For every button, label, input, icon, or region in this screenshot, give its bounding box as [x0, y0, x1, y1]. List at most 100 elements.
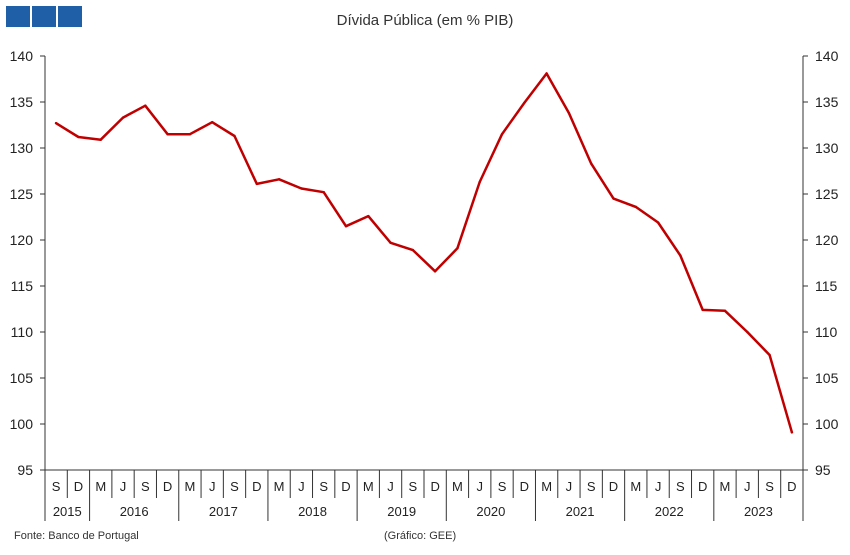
x-category-label: D [252, 479, 261, 494]
x-category-label: S [319, 479, 328, 494]
x-year-label: 2023 [744, 504, 773, 519]
x-category-label: M [363, 479, 374, 494]
data-point [233, 134, 236, 138]
y-tick-label-left: 105 [10, 370, 34, 386]
logo-block-2 [32, 6, 56, 27]
data-point [590, 162, 593, 165]
x-category-label: M [274, 479, 285, 494]
gee-logo [6, 6, 82, 27]
data-point [211, 121, 214, 124]
y-tick-label-right: 110 [815, 324, 838, 340]
data-point [567, 111, 571, 115]
data-point [656, 221, 660, 224]
x-category-label: J [566, 479, 573, 494]
data-point [746, 330, 749, 334]
data-point [433, 270, 437, 273]
data-point [411, 248, 415, 252]
x-category-label: D [698, 479, 707, 494]
data-point [144, 104, 147, 107]
data-point [188, 133, 192, 136]
y-tick-label-right: 105 [815, 370, 839, 386]
y-tick-label-right: 115 [815, 278, 838, 294]
data-point [679, 254, 682, 257]
x-category-label: S [141, 479, 150, 494]
data-point [768, 353, 771, 357]
x-category-label: M [95, 479, 106, 494]
x-category-label: J [476, 479, 483, 494]
data-point [456, 247, 459, 250]
debt-ratio-line [54, 72, 794, 434]
data-point [322, 190, 325, 194]
x-year-label: 2015 [53, 504, 82, 519]
data-point [277, 178, 281, 181]
y-tick-label-right: 130 [815, 140, 839, 156]
data-point [255, 182, 258, 186]
x-category-label: J [120, 479, 127, 494]
x-category-label: S [765, 479, 774, 494]
x-category-label: M [720, 479, 731, 494]
x-category-label: D [74, 479, 83, 494]
data-point [77, 135, 80, 139]
x-category-label: J [209, 479, 216, 494]
x-category-label: M [452, 479, 463, 494]
x-category-label: S [230, 479, 239, 494]
data-point [478, 180, 481, 184]
data-point [300, 187, 303, 190]
x-category-label: S [409, 479, 418, 494]
credit-note: (Gráfico: GEE) [384, 530, 457, 542]
data-point [54, 121, 58, 125]
y-tick-label-right: 125 [815, 186, 839, 202]
x-category-label: D [341, 479, 350, 494]
data-point [99, 138, 102, 141]
y-tick-label-right: 95 [815, 462, 831, 478]
x-category-label: M [541, 479, 552, 494]
y-tick-label-left: 120 [10, 232, 34, 248]
y-tick-label-left: 130 [10, 140, 34, 156]
data-point [500, 133, 504, 136]
x-category-label: J [744, 479, 751, 494]
y-tick-label-left: 115 [11, 278, 34, 294]
y-tick-label-left: 125 [10, 186, 34, 202]
y-tick-label-left: 110 [11, 324, 34, 340]
logo-block-1 [6, 6, 30, 27]
logo-block-3 [58, 6, 82, 27]
x-year-label: 2019 [387, 504, 416, 519]
y-tick-label-right: 120 [815, 232, 839, 248]
x-category-label: S [52, 479, 61, 494]
y-tick-label-right: 140 [815, 48, 839, 64]
data-point [367, 214, 370, 218]
data-point [634, 205, 637, 209]
x-category-label: S [676, 479, 685, 494]
x-year-label: 2016 [120, 504, 149, 519]
data-point [166, 133, 169, 136]
chart-title: Dívida Pública (em % PIB) [336, 12, 514, 29]
x-category-label: D [520, 479, 529, 494]
data-point [723, 309, 727, 313]
x-category-label: J [387, 479, 394, 494]
y-tick-label-left: 95 [17, 462, 33, 478]
x-year-label: 2018 [298, 504, 327, 519]
data-point [523, 101, 526, 105]
data-point [389, 241, 392, 244]
x-category-label: D [609, 479, 618, 494]
x-category-label: D [787, 479, 796, 494]
data-point [790, 431, 794, 434]
data-point [545, 72, 548, 75]
data-point [344, 225, 348, 228]
x-category-label: M [184, 479, 195, 494]
y-tick-label-right: 100 [815, 416, 839, 432]
x-year-label: 2022 [655, 504, 684, 519]
x-category-label: D [163, 479, 172, 494]
x-category-label: M [630, 479, 641, 494]
x-category-label: S [587, 479, 596, 494]
x-category-label: D [430, 479, 439, 494]
x-year-label: 2021 [566, 504, 595, 519]
y-tick-label-left: 140 [10, 48, 34, 64]
y-tick-label-right: 135 [815, 94, 839, 110]
x-year-label: 2017 [209, 504, 238, 519]
x-year-label: 2020 [476, 504, 505, 519]
source-note: Fonte: Banco de Portugal [14, 530, 139, 542]
y-tick-label-left: 100 [10, 416, 34, 432]
data-point [121, 116, 125, 119]
